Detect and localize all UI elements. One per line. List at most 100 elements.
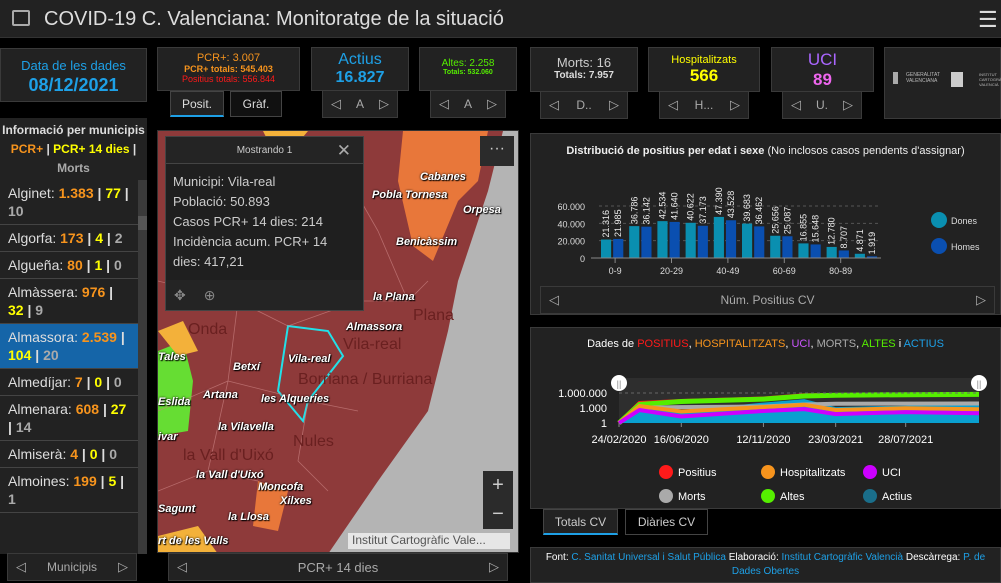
- bar-homes[interactable]: [697, 225, 708, 258]
- next-arrow-icon[interactable]: ▷: [976, 292, 986, 307]
- municipi-list-item[interactable]: Almassora: 2.539 | 104 | 20: [0, 324, 138, 369]
- map-attribution[interactable]: Institut Cartogràfic Vale...: [348, 533, 510, 549]
- uci-nav: ◁ U. ▷: [782, 91, 862, 119]
- municipi-list-item[interactable]: Almiserà: 4 | 0 | 0: [0, 441, 138, 468]
- prev-arrow-icon[interactable]: ◁: [668, 97, 678, 112]
- legend-label[interactable]: Positius: [678, 467, 717, 479]
- municipi-list-item[interactable]: Alginet: 1.383 | 77 | 10: [0, 180, 138, 225]
- prev-arrow-icon[interactable]: ◁: [331, 96, 341, 111]
- bar-homes[interactable]: [641, 226, 652, 258]
- legend-swatch[interactable]: [761, 489, 775, 503]
- legend-swatch[interactable]: [931, 238, 947, 254]
- legend-swatch[interactable]: [863, 465, 877, 479]
- prev-arrow-icon[interactable]: ◁: [177, 559, 187, 574]
- sep: |: [82, 257, 95, 273]
- bar-homes[interactable]: [782, 236, 793, 258]
- municipi-list-item[interactable]: Almedíjar: 7 | 0 | 0: [0, 369, 138, 396]
- bar-homes[interactable]: [754, 226, 765, 258]
- municipi-morts: 1: [8, 491, 16, 507]
- bar-homes[interactable]: [838, 250, 849, 258]
- legend-label[interactable]: Homes: [951, 242, 980, 252]
- municipis-list[interactable]: Alginet: 1.383 | 77 | 10 Algorfa: 173 | 4…: [0, 180, 138, 554]
- morts-nav: ◁ D.. ▷: [540, 91, 628, 119]
- map[interactable]: Cabanes Pobla Tornesa Orpesa Benicàssim la P…: [157, 130, 519, 553]
- zoom-out-button[interactable]: −: [492, 503, 504, 525]
- bar-dones[interactable]: [770, 235, 781, 258]
- zoom-in-button[interactable]: +: [492, 474, 504, 496]
- bar-dones[interactable]: [601, 239, 612, 258]
- range-handle-end[interactable]: [971, 375, 987, 391]
- series-hospitalitzats[interactable]: [617, 402, 980, 425]
- prev-arrow-icon[interactable]: ◁: [549, 97, 559, 112]
- tab-totals-cv[interactable]: Totals CV: [543, 509, 618, 535]
- pan-icon[interactable]: ✥: [174, 287, 186, 303]
- positius-totals: Positius totals: 556.844: [181, 74, 276, 84]
- prev-arrow-icon[interactable]: ◁: [791, 97, 801, 112]
- municipi-name: Alginet: [8, 185, 51, 201]
- legend-label[interactable]: Morts: [678, 491, 706, 503]
- bar-dones[interactable]: [798, 243, 809, 258]
- hosp-nav-label: H...: [694, 98, 714, 112]
- bar-chart: 0 20.000 40.000 60.000 21.316 36.786 42.534 40.…: [557, 187, 980, 276]
- bar-dones[interactable]: [685, 222, 696, 258]
- legend-label[interactable]: Dones: [951, 216, 978, 226]
- municipi-list-item[interactable]: Algueña: 80 | 1 | 0: [0, 252, 138, 279]
- next-arrow-icon[interactable]: ▷: [486, 96, 497, 111]
- footer-elab-link[interactable]: Institut Cartogràfic Valencià: [781, 552, 904, 563]
- bar-data-label: 41.640: [670, 192, 680, 220]
- range-handle-start[interactable]: [611, 375, 627, 391]
- bar-dones[interactable]: [742, 223, 753, 258]
- prev-arrow-icon[interactable]: ◁: [16, 559, 26, 574]
- municipis-scrollbar[interactable]: [138, 180, 147, 554]
- tab-posit-label: Posit.: [181, 97, 212, 111]
- bar-homes[interactable]: [866, 256, 878, 258]
- legend-label[interactable]: Altes: [780, 491, 805, 503]
- prev-arrow-icon[interactable]: ◁: [549, 292, 559, 307]
- prev-arrow-icon[interactable]: ◁: [439, 96, 449, 111]
- legend-swatch[interactable]: [761, 465, 775, 479]
- hamburger-icon[interactable]: ☰: [978, 7, 998, 32]
- legend-label[interactable]: Hospitalitzats: [780, 467, 846, 479]
- tab-posit[interactable]: Posit.: [170, 91, 224, 117]
- bar-homes[interactable]: [613, 238, 624, 258]
- next-arrow-icon[interactable]: ▷: [117, 559, 128, 574]
- next-arrow-icon[interactable]: ▷: [609, 97, 619, 112]
- municipi-pcr14: 32: [8, 302, 24, 318]
- municipi-list-item[interactable]: Almenara: 608 | 27 | 14: [0, 396, 138, 441]
- sep: |: [99, 401, 111, 417]
- next-arrow-icon[interactable]: ▷: [843, 97, 853, 112]
- x-tick-label: 23/03/2021: [808, 434, 863, 446]
- series-altes[interactable]: [617, 391, 980, 425]
- bar-homes[interactable]: [810, 244, 821, 258]
- municipi-list-item[interactable]: Algorfa: 173 | 4 | 2: [0, 225, 138, 252]
- bar-dones[interactable]: [629, 226, 640, 258]
- footer-desc-link[interactable]: P. de Dades Obertes: [731, 552, 986, 577]
- next-arrow-icon[interactable]: ▷: [378, 96, 389, 111]
- bar-dones[interactable]: [657, 221, 668, 258]
- close-icon[interactable]: ✕: [336, 141, 351, 160]
- legend-label[interactable]: UCI: [882, 467, 901, 479]
- map-more-button[interactable]: ···: [480, 136, 514, 166]
- title-part: ACTIUS: [903, 338, 944, 350]
- legend-swatch[interactable]: [863, 489, 877, 503]
- bar-dones[interactable]: [854, 253, 865, 258]
- legend-swatch[interactable]: [659, 465, 673, 479]
- bar-title: Distribució de positius per edat i sexe: [566, 145, 765, 157]
- next-arrow-icon[interactable]: ▷: [729, 97, 740, 112]
- municipi-list-item[interactable]: Almoines: 199 | 5 | 1: [0, 468, 138, 513]
- bar-homes[interactable]: [725, 220, 737, 258]
- legend-label[interactable]: Actius: [882, 491, 912, 503]
- zoom-to-icon[interactable]: ⊕: [203, 287, 216, 303]
- bar-dones[interactable]: [713, 216, 724, 258]
- municipi-list-item[interactable]: Almàssera: 976 | 32 | 9: [0, 279, 138, 324]
- bar-dones[interactable]: [826, 246, 837, 258]
- footer-font-link[interactable]: C. Sanitat Universal i Salut Pública: [571, 552, 726, 563]
- next-arrow-icon[interactable]: ▷: [488, 559, 499, 574]
- series-uci[interactable]: [617, 407, 980, 425]
- tab-diaries-cv[interactable]: Diàries CV: [625, 509, 708, 535]
- tab-graf[interactable]: Gràf.: [230, 91, 282, 117]
- uci-nav-label: U.: [816, 98, 828, 112]
- legend-swatch[interactable]: [931, 212, 947, 228]
- bar-homes[interactable]: [669, 221, 680, 258]
- legend-swatch[interactable]: [659, 489, 673, 503]
